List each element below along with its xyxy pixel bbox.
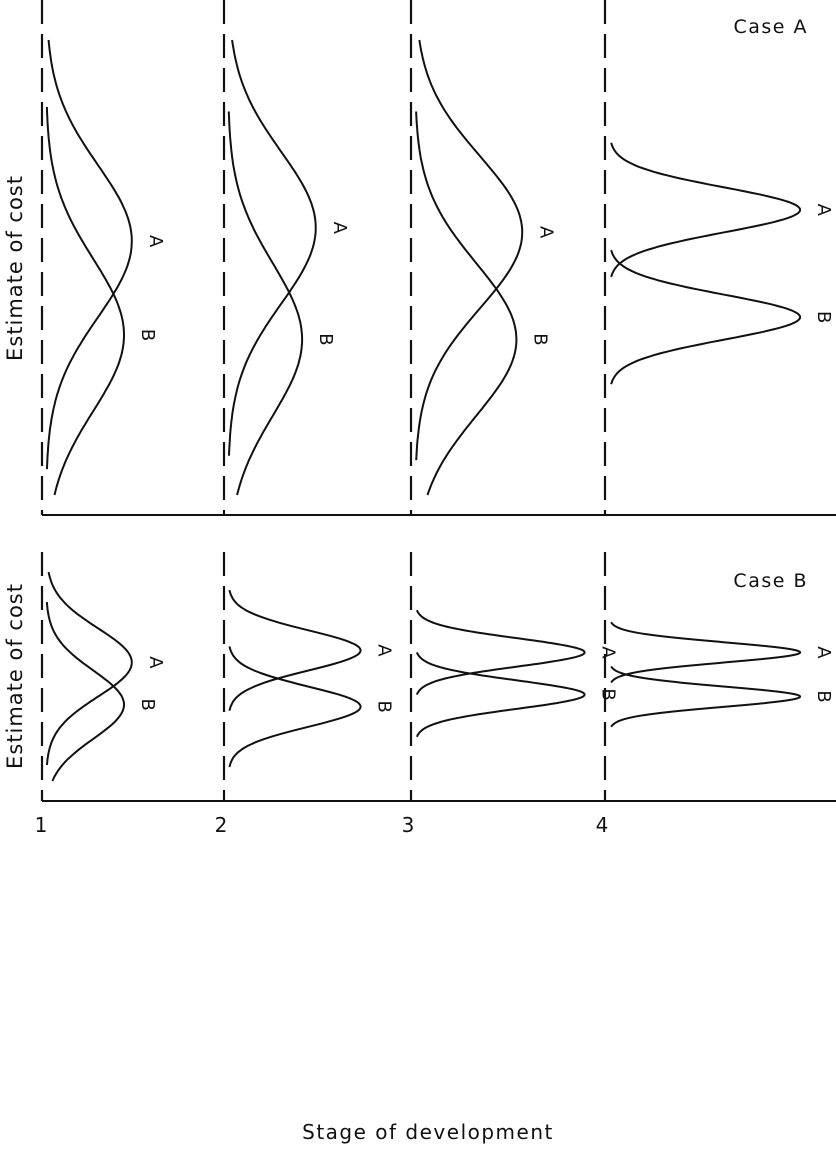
x-axis-label: Stage of development bbox=[302, 1120, 554, 1144]
curve-B-stage-3-panel-2 bbox=[415, 652, 586, 738]
curve-B-stage-1-panel-2 bbox=[45, 602, 125, 782]
curve-A-stage-2-panel-1 bbox=[228, 39, 317, 456]
curve-label-B-stage-4-panel-2: B bbox=[813, 690, 834, 702]
curve-label-B-stage-3-panel-1: B bbox=[529, 333, 550, 345]
curve-B-stage-4-panel-2 bbox=[610, 665, 802, 728]
stage-tick-3: 3 bbox=[402, 813, 415, 837]
curve-label-A-stage-1-panel-1: A bbox=[145, 235, 166, 248]
curve-label-A-stage-1-panel-2: A bbox=[145, 656, 166, 669]
curve-label-A-stage-2-panel-2: A bbox=[374, 644, 395, 657]
curve-B-stage-1-panel-1 bbox=[45, 106, 125, 496]
curve-B-stage-2-panel-2 bbox=[228, 646, 362, 768]
case-label-1: Case A bbox=[733, 16, 808, 38]
curve-label-B-stage-1-panel-2: B bbox=[137, 698, 158, 710]
curve-label-A-stage-3-panel-2: A bbox=[598, 646, 619, 659]
curve-label-B-stage-2-panel-2: B bbox=[374, 700, 395, 712]
curve-label-A-stage-3-panel-1: A bbox=[535, 226, 556, 239]
curve-label-A-stage-4-panel-1: A bbox=[813, 204, 834, 217]
stage-tick-1: 1 bbox=[35, 813, 48, 837]
stage-tick-2: 2 bbox=[215, 813, 228, 837]
curve-label-B-stage-4-panel-1: B bbox=[813, 311, 834, 323]
curve-A-stage-1-panel-2 bbox=[46, 571, 133, 766]
curve-label-B-stage-2-panel-1: B bbox=[315, 333, 336, 345]
case-label-2: Case B bbox=[733, 570, 808, 592]
y-axis-label-top: Estimate of cost bbox=[3, 175, 27, 361]
curve-B-stage-2-panel-1 bbox=[227, 111, 304, 496]
curve-label-B-stage-1-panel-1: B bbox=[137, 329, 158, 341]
curve-A-stage-1-panel-1 bbox=[46, 39, 133, 470]
curve-A-stage-3-panel-1 bbox=[415, 39, 524, 461]
stage-tick-4: 4 bbox=[596, 813, 609, 837]
curve-A-stage-4-panel-1 bbox=[610, 142, 802, 278]
curve-B-stage-3-panel-1 bbox=[415, 111, 518, 496]
curve-label-B-stage-3-panel-2: B bbox=[598, 688, 619, 700]
curve-A-stage-4-panel-2 bbox=[610, 621, 802, 684]
curve-label-A-stage-4-panel-2: A bbox=[813, 646, 834, 659]
curve-A-stage-2-panel-2 bbox=[228, 589, 362, 711]
y-axis-label-bottom: Estimate of cost bbox=[3, 583, 27, 769]
curve-label-A-stage-2-panel-1: A bbox=[329, 222, 350, 235]
curve-B-stage-4-panel-1 bbox=[610, 249, 802, 385]
curve-A-stage-3-panel-2 bbox=[415, 609, 586, 695]
